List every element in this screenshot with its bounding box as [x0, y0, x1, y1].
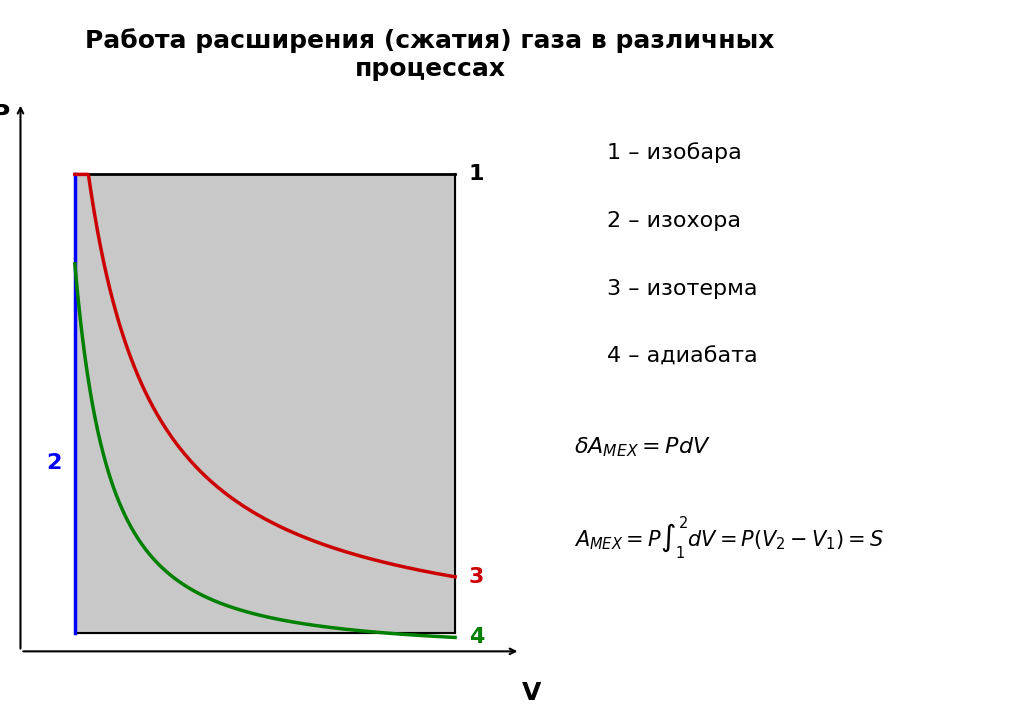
- Text: 3: 3: [469, 567, 484, 587]
- Text: $A_{MEX} = P\int_{1}^{2}dV = P(V_2 - V_1) = S$: $A_{MEX} = P\int_{1}^{2}dV = P(V_2 - V_1…: [573, 515, 884, 561]
- Text: 1: 1: [469, 164, 484, 184]
- Text: 4: 4: [469, 627, 484, 647]
- Text: Работа расширения (сжатия) газа в различных
процессах: Работа расширения (сжатия) газа в различ…: [85, 28, 775, 81]
- Text: $\delta A_{MEX} = PdV$: $\delta A_{MEX} = PdV$: [573, 435, 711, 459]
- Text: 2: 2: [46, 453, 61, 474]
- Text: 4 – адиабата: 4 – адиабата: [606, 347, 757, 367]
- Text: 2 – изохора: 2 – изохора: [606, 211, 740, 231]
- Text: 3 – изотерма: 3 – изотерма: [606, 279, 757, 299]
- Text: V: V: [521, 681, 541, 705]
- Text: P: P: [0, 103, 9, 127]
- Text: 1 – изобара: 1 – изобара: [606, 142, 741, 164]
